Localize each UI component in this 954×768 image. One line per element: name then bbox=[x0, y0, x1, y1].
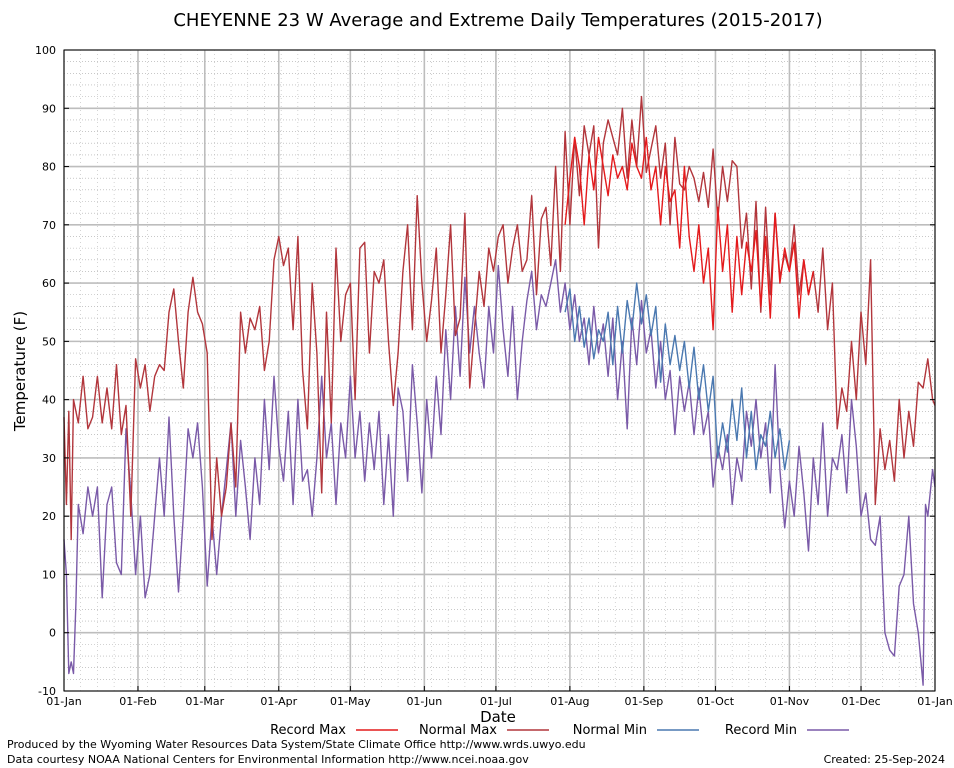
y-tick-label: 60 bbox=[42, 277, 56, 290]
y-tick-label: 0 bbox=[49, 627, 56, 640]
y-axis-label: Temperature (F) bbox=[11, 311, 29, 432]
created-date: Created: 25-Sep-2024 bbox=[824, 753, 945, 766]
producer-note: Produced by the Wyoming Water Resources … bbox=[7, 738, 586, 751]
y-tick-label: 80 bbox=[42, 161, 56, 174]
legend-label-normal-min: Normal Min bbox=[573, 723, 647, 738]
legend-label-record-min: Record Min bbox=[725, 723, 797, 738]
x-tick-label: 01-Feb bbox=[119, 695, 156, 708]
x-tick-label: 01-Jun bbox=[406, 695, 442, 708]
x-axis-ticks: 01-Jan 01-Feb 01-Mar 01-Apr 01-May 01-Jun 01-J… bbox=[46, 686, 953, 708]
x-axis-label: Date bbox=[480, 708, 516, 726]
legend-label-record-max: Record Max bbox=[270, 723, 346, 738]
x-tick-label: 01-Oct bbox=[697, 695, 735, 708]
x-tick-label: 01-May bbox=[330, 695, 371, 708]
x-tick-label: 01-Jan bbox=[917, 695, 953, 708]
y-tick-label: -10 bbox=[38, 685, 56, 698]
y-tick-label: 70 bbox=[42, 219, 56, 232]
x-tick-label: 01-Nov bbox=[770, 695, 810, 708]
x-tick-label: 01-Jan bbox=[46, 695, 82, 708]
legend: Record Max Normal Max Normal Min Record Min bbox=[270, 723, 849, 738]
series-layer bbox=[63, 95, 936, 686]
plot-frame bbox=[63, 49, 936, 692]
y-tick-label: 10 bbox=[42, 568, 56, 581]
chart-title: CHEYENNE 23 W Average and Extreme Daily … bbox=[173, 10, 822, 31]
y-tick-label: 30 bbox=[42, 452, 56, 465]
data-courtesy-note: Data courtesy NOAA National Centers for … bbox=[7, 753, 529, 766]
series-line-record-max bbox=[564, 136, 814, 331]
x-tick-label: 01-Apr bbox=[260, 695, 297, 708]
legend-label-normal-max: Normal Max bbox=[419, 723, 497, 738]
y-tick-label: 50 bbox=[42, 335, 56, 348]
y-tick-label: 100 bbox=[35, 44, 56, 57]
x-tick-label: 01-Jul bbox=[480, 695, 512, 708]
y-tick-label: 90 bbox=[42, 102, 56, 115]
y-tick-label: 40 bbox=[42, 394, 56, 407]
x-tick-label: 01-Sep bbox=[625, 695, 664, 708]
x-tick-label: 01-Aug bbox=[550, 695, 589, 708]
series-line-normal-min bbox=[564, 282, 791, 471]
y-tick-label: 20 bbox=[42, 510, 56, 523]
series-line-record-min bbox=[63, 259, 936, 686]
x-tick-label: 01-Mar bbox=[185, 695, 224, 708]
x-tick-label: 01-Dec bbox=[841, 695, 880, 708]
